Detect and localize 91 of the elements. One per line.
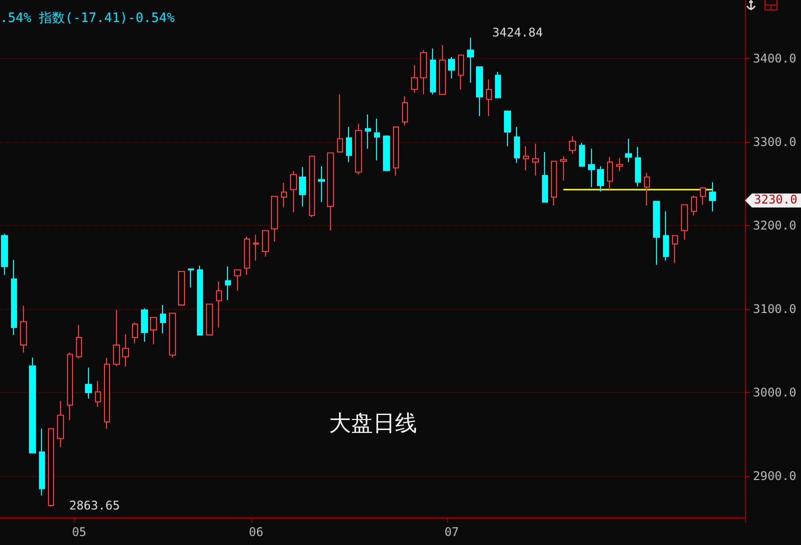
candlestick <box>299 166 306 207</box>
candlestick <box>579 142 585 167</box>
candlestick <box>430 48 436 95</box>
candlestick <box>700 186 706 206</box>
candlestick <box>588 148 595 188</box>
candlestick <box>160 304 166 334</box>
candlestick <box>439 44 446 95</box>
candlestick <box>1 233 8 276</box>
candlestick <box>644 172 650 206</box>
candlestick <box>337 94 343 153</box>
candlestick <box>253 234 259 262</box>
candlestick <box>402 96 408 126</box>
candlestick <box>244 236 250 276</box>
candlestick <box>355 123 362 176</box>
candlestick <box>374 118 380 161</box>
x-tick-label: 07 <box>444 525 459 539</box>
candlestick <box>327 152 334 232</box>
candlestick <box>104 357 110 430</box>
candlestick <box>318 166 325 203</box>
candlestick <box>504 110 511 147</box>
x-tick-label: 06 <box>248 525 264 539</box>
candlestick <box>346 126 352 163</box>
candlestick <box>132 322 138 344</box>
candlestick <box>206 304 213 336</box>
candlestick <box>225 266 231 300</box>
candlestick <box>234 269 241 292</box>
candlestick <box>486 78 492 117</box>
candlestick <box>560 156 567 181</box>
candlestick <box>197 265 203 336</box>
candlestick <box>262 230 269 257</box>
candlestick <box>178 271 185 306</box>
y-tick-label: 3300.0 <box>753 135 796 150</box>
y-tick-label: 3400.0 <box>753 51 796 66</box>
candlestick <box>532 143 539 176</box>
candlestick <box>653 200 660 266</box>
candlestick <box>11 259 17 336</box>
candlestick <box>281 182 287 208</box>
candlestick <box>420 50 427 95</box>
candlestick <box>393 126 399 176</box>
candlestick <box>85 367 92 400</box>
candlestick <box>551 160 557 206</box>
candlestick <box>616 157 623 172</box>
candlestick <box>67 352 73 421</box>
candlestick <box>188 268 194 288</box>
candlestick <box>569 136 576 154</box>
candlestick <box>20 305 27 354</box>
candlestick <box>383 134 390 172</box>
x-tick-label: 05 <box>72 525 86 539</box>
candlestick <box>95 380 101 408</box>
y-tick-label: 3100.0 <box>753 302 796 316</box>
text: 大盘日线 <box>329 412 417 436</box>
text: 3230.0 <box>754 192 798 207</box>
candlestick <box>365 114 371 150</box>
candlestick <box>467 37 474 84</box>
annotation: .54% 指数(-17.41)-0.54% <box>0 11 175 26</box>
candlestick <box>597 166 604 192</box>
candlestick <box>672 235 678 264</box>
y-tick-label: 2900.0 <box>753 469 796 484</box>
candlestick <box>448 56 455 80</box>
candlestick <box>29 357 36 454</box>
candlestick <box>39 428 45 496</box>
annotation: 3424.84 <box>492 26 543 40</box>
candlestick <box>681 204 688 240</box>
candlestick <box>476 66 483 117</box>
candlestick <box>625 138 632 163</box>
y-tick-label: 3200.0 <box>753 218 796 233</box>
candlestick <box>57 400 64 448</box>
candlestick <box>48 428 54 508</box>
candlestick <box>691 195 697 216</box>
y-tick-label: 3000.0 <box>753 386 796 400</box>
candlestick <box>271 196 278 242</box>
candlestick <box>458 54 464 90</box>
candlestick <box>76 324 82 359</box>
candlestick <box>635 146 641 187</box>
candlestick <box>141 308 148 342</box>
annotation: 2863.65 <box>69 498 120 513</box>
candlestick <box>607 156 613 190</box>
candlestick <box>514 126 520 164</box>
candlestick <box>216 281 222 328</box>
candlestick <box>523 146 529 171</box>
candlestick <box>150 316 157 345</box>
candlestick <box>113 309 120 366</box>
candlestick <box>290 170 297 213</box>
candlestick <box>411 64 418 94</box>
candlestick <box>309 156 315 218</box>
candlestick <box>169 312 176 358</box>
candlestick <box>542 152 548 203</box>
candlestick <box>495 71 501 98</box>
candlestick <box>709 182 716 212</box>
candlestick <box>663 210 669 262</box>
candlestick <box>122 334 129 368</box>
